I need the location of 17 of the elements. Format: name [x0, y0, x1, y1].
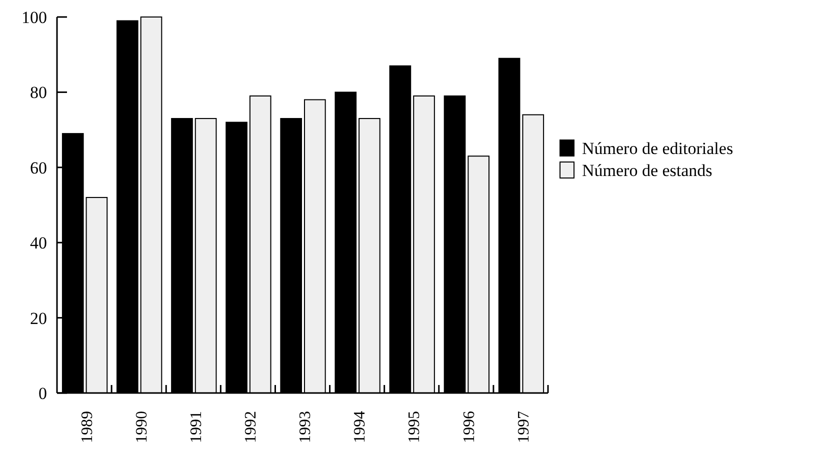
legend-label: Número de estands	[582, 160, 712, 180]
x-tick-label: 1995	[406, 411, 424, 443]
x-tick-label: 1997	[515, 411, 532, 443]
x-tick-label: 1991	[188, 411, 205, 443]
x-tick-label: 1992	[242, 411, 260, 443]
y-tick-label: 60	[30, 158, 47, 178]
legend-label: Número de editoriales	[582, 138, 734, 158]
x-tick-label: 1993	[297, 411, 314, 443]
x-tick-label: 1989	[78, 411, 96, 443]
y-tick-label: 20	[30, 308, 47, 328]
x-tick-label: 1996	[460, 411, 478, 443]
y-tick-label: 0	[38, 384, 47, 403]
y-tick-label: 100	[22, 8, 47, 27]
x-tick-label: 1990	[133, 411, 150, 443]
y-tick-label: 80	[30, 83, 47, 102]
y-tick-label: 40	[30, 234, 47, 253]
x-tick-label: 1994	[352, 411, 369, 443]
